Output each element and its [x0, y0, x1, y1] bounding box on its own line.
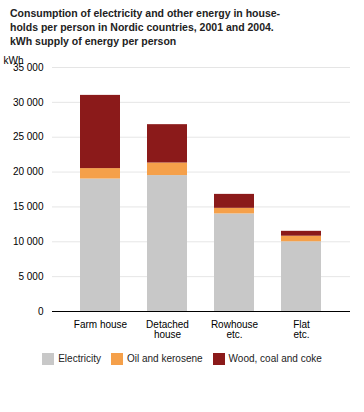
svg-text:Flatetc.: Flatetc.	[293, 318, 310, 339]
svg-text:0: 0	[38, 305, 44, 316]
html-text:Wood, coal and coke: Wood, coal and coke	[228, 353, 322, 364]
svg-text:Farm house: Farm house	[74, 318, 128, 329]
svg-text:35 000: 35 000	[12, 61, 44, 73]
html-text:Oil and kerosene: Oil and kerosene	[127, 353, 203, 364]
html-text:Consumption of electricity and: Consumption of electricity and other ene…	[10, 7, 281, 48]
svg-text:25 000: 25 000	[13, 131, 44, 142]
svg-text:5 000: 5 000	[18, 270, 43, 281]
html-text:Electricity: Electricity	[58, 353, 101, 364]
svg-text:Rowhouseetc.: Rowhouseetc.	[211, 318, 259, 339]
svg-text:15 000: 15 000	[13, 201, 44, 212]
svg-text:Detachedhouse: Detachedhouse	[146, 318, 189, 339]
svg-text:kWh: kWh	[4, 54, 24, 65]
svg-text:30 000: 30 000	[13, 96, 44, 107]
svg-text:10 000: 10 000	[13, 236, 44, 247]
svg-text:20 000: 20 000	[13, 166, 44, 177]
